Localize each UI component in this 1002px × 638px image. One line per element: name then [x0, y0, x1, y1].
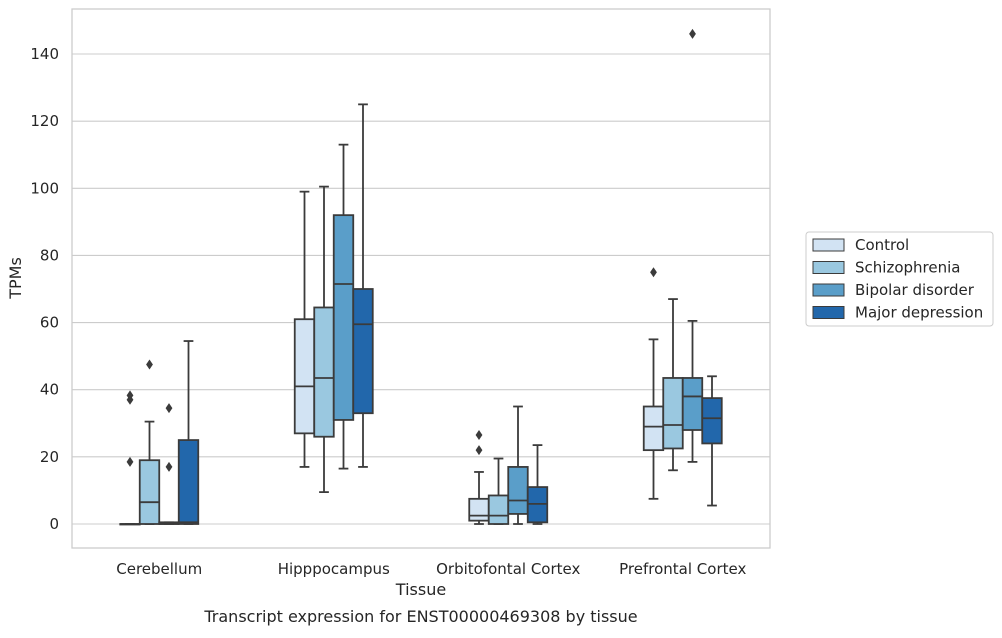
box-plots: [119, 28, 723, 526]
outlier-marker: [475, 430, 483, 441]
y-tick-label: 20: [40, 448, 59, 466]
outlier-marker: [126, 456, 134, 467]
outlier-marker: [475, 445, 483, 456]
y-axis-ticks: 0 20 40 60 80 100 120 140: [30, 45, 59, 533]
x-tick-label: Prefrontal Cortex: [619, 560, 746, 578]
box-plot: [662, 298, 684, 472]
box-plot: [352, 103, 374, 468]
outlier-marker: [146, 359, 153, 370]
gridlines: [72, 53, 770, 525]
legend-swatch: [812, 238, 845, 252]
box-plot: [177, 340, 200, 525]
box-plot: [158, 403, 180, 525]
legend-frame: [805, 231, 994, 327]
y-tick-label: 120: [30, 112, 59, 130]
box-iqr: [293, 318, 316, 435]
box-plot: [293, 190, 316, 468]
box-plot: [681, 28, 704, 463]
box-plot: [507, 405, 529, 525]
box-iqr: [177, 439, 200, 525]
legend-swatch: [812, 306, 845, 319]
box-plot: [487, 457, 510, 525]
x-tick-label: Cerebellum: [116, 560, 202, 578]
y-axis-label: TPMs: [6, 257, 25, 300]
outlier-marker: [650, 267, 657, 278]
y-tick-label: 140: [30, 45, 59, 63]
legend: Control Schizophrenia Bipolar disorder Majo…: [805, 231, 994, 327]
legend-label: Major depression: [855, 304, 983, 322]
box-iqr: [332, 214, 355, 421]
y-tick-label: 60: [40, 314, 59, 332]
outlier-marker: [689, 28, 696, 39]
box-iqr: [138, 459, 161, 525]
x-tick-label: Orbitofontal Cortex: [436, 560, 580, 578]
box-plot: [642, 267, 665, 500]
legend-label: Schizophrenia: [855, 259, 960, 277]
box-iqr: [662, 377, 684, 450]
legend-swatch: [812, 283, 845, 297]
x-axis-ticks: Cerebellum Hipppocampus Orbitofontal Corte…: [116, 560, 746, 578]
outlier-marker: [165, 461, 173, 472]
plot-frame: [71, 8, 771, 549]
box-iqr: [468, 497, 490, 522]
box-iqr: [642, 405, 665, 452]
chart-caption: Transcript expression for ENST0000046930…: [203, 607, 637, 626]
y-tick-label: 40: [40, 381, 59, 399]
box-plot: [332, 143, 355, 470]
box-plot: [313, 185, 335, 494]
legend-swatch: [812, 261, 845, 274]
legend-label: Bipolar disorder: [855, 281, 975, 299]
box-iqr: [681, 377, 704, 431]
box-plot: [468, 430, 490, 525]
box-plot: [526, 444, 549, 525]
outlier-marker: [165, 403, 173, 414]
y-tick-label: 0: [49, 515, 59, 533]
y-tick-label: 80: [40, 246, 59, 264]
box-plot: [701, 375, 723, 507]
box-plot: [119, 390, 141, 526]
box-iqr: [507, 466, 529, 515]
box-iqr: [487, 494, 510, 525]
x-tick-label: Hipppocampus: [278, 560, 390, 578]
box-iqr: [313, 306, 335, 438]
box-iqr: [701, 397, 723, 445]
box-iqr: [352, 288, 374, 415]
legend-label: Control: [855, 236, 909, 254]
outlier-marker: [126, 390, 134, 401]
box-plot: [138, 359, 161, 525]
x-axis-label: Tissue: [395, 580, 446, 599]
y-tick-label: 100: [30, 179, 59, 197]
